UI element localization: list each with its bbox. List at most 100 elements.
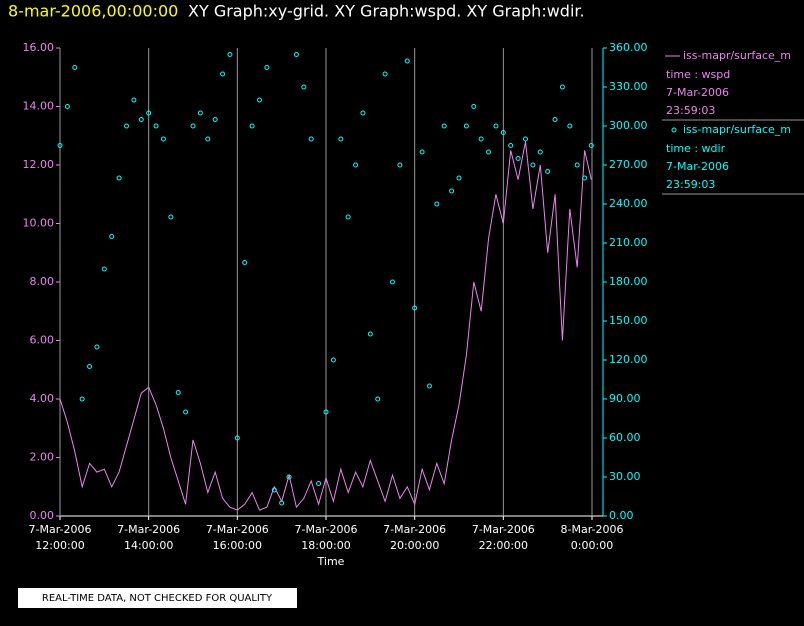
wdir-point <box>293 52 299 57</box>
legend-detail: 23:59:03 <box>666 178 715 191</box>
y-tick-label: 4.00 <box>30 392 55 405</box>
legend-detail: 23:59:03 <box>666 104 715 117</box>
wdir-point <box>257 97 262 103</box>
y2-tick-label: 150.00 <box>609 314 648 327</box>
wdir-point <box>449 188 455 194</box>
wdir-point <box>559 84 565 90</box>
y2-tick-label: 210.00 <box>609 236 648 249</box>
y2-tick-label: 30.00 <box>609 470 641 483</box>
wdir-point <box>419 149 425 155</box>
wdir-point <box>463 123 469 129</box>
wdir-point <box>500 130 506 135</box>
wdir-point <box>271 487 277 493</box>
legend-detail: 7-Mar-2006 <box>666 86 729 99</box>
wdir-point <box>545 169 551 174</box>
wdir-point <box>471 104 477 109</box>
y2-tick-label: 0.00 <box>609 509 634 522</box>
wdir-point <box>382 71 388 77</box>
wdir-point <box>301 84 307 90</box>
wdir-point <box>390 279 395 285</box>
wdir-point <box>264 65 270 70</box>
y2-tick-label: 180.00 <box>609 275 648 288</box>
legend-label: iss-mapr/surface_m <box>683 49 791 62</box>
legend-label: iss-mapr/surface_m <box>683 123 791 136</box>
wdir-point <box>87 364 93 369</box>
wdir-point <box>412 305 418 311</box>
wdir-point <box>486 149 492 155</box>
wdir-point <box>552 117 558 122</box>
wdir-point <box>212 117 218 122</box>
y-tick-label: 6.00 <box>30 334 55 347</box>
wdir-point <box>116 175 122 181</box>
wspd-line <box>59 141 592 511</box>
wdir-point <box>508 143 514 148</box>
y2-tick-label: 360.00 <box>609 41 648 54</box>
wdir-point <box>441 123 447 129</box>
chart-subtitle: XY Graph:xy-grid. XY Graph:wspd. XY Grap… <box>188 2 585 21</box>
wdir-point <box>197 110 203 116</box>
wdir-point <box>456 175 462 181</box>
wdir-point <box>308 136 314 142</box>
wdir-point <box>404 58 410 64</box>
wdir-point <box>523 136 528 142</box>
wdir-point <box>249 123 255 129</box>
wdir-point <box>537 149 543 155</box>
wdir-point <box>353 162 359 168</box>
y-tick-label: 14.00 <box>23 100 55 113</box>
y-tick-label: 12.00 <box>23 158 55 171</box>
wdir-point <box>323 409 329 415</box>
x-tick-label: 8-Mar-2006 0:00:00 <box>561 523 624 552</box>
y2-tick-label: 120.00 <box>609 353 648 366</box>
y2-tick-label: 240.00 <box>609 197 648 210</box>
y-tick-label: 10.00 <box>23 217 55 230</box>
wdir-point <box>582 175 588 181</box>
wdir-point <box>168 214 174 220</box>
y2-tick-label: 90.00 <box>609 392 641 405</box>
wdir-point <box>205 136 211 142</box>
wdir-point <box>109 234 115 239</box>
x-tick-label: 7-Mar-2006 20:00:00 <box>383 523 446 552</box>
wdir-point <box>131 97 137 103</box>
wdir-point <box>574 162 580 168</box>
wdir-point <box>153 123 159 129</box>
x-tick-label: 7-Mar-2006 12:00:00 <box>29 523 92 552</box>
wdir-point <box>367 331 373 337</box>
wdir-point <box>530 162 536 168</box>
y-tick-label: 0.00 <box>30 509 55 522</box>
wdir-point <box>375 396 381 402</box>
wdir-point <box>183 409 189 415</box>
wdir-point <box>360 110 366 116</box>
wdir-point <box>515 156 521 161</box>
wdir-point <box>138 117 144 122</box>
y2-tick-label: 330.00 <box>609 80 648 93</box>
x-tick-label: 7-Mar-2006 16:00:00 <box>206 523 269 552</box>
x-tick-label: 7-Mar-2006 14:00:00 <box>117 523 180 552</box>
wdir-point <box>279 500 285 506</box>
wdir-point <box>190 123 196 129</box>
wdir-point <box>434 201 440 207</box>
y-tick-label: 2.00 <box>30 451 55 464</box>
wdir-point <box>175 390 181 395</box>
x-tick-label: 7-Mar-2006 22:00:00 <box>472 523 535 552</box>
wdir-point <box>338 136 344 142</box>
chart-title: 8-mar-2006,00:00:00 <box>8 2 178 21</box>
wdir-point <box>330 357 336 363</box>
wdir-point <box>316 481 322 486</box>
wdir-point <box>234 435 240 441</box>
wdir-point <box>124 123 129 129</box>
wdir-point <box>567 123 573 129</box>
wdir-point <box>220 71 226 77</box>
wdir-point <box>345 214 351 220</box>
y2-tick-label: 270.00 <box>609 158 648 171</box>
wdir-point <box>57 143 63 148</box>
wdir-point <box>478 136 484 142</box>
wdir-point <box>72 65 78 70</box>
footer-text: REAL-TIME DATA, NOT CHECKED FOR QUALITY <box>42 593 273 604</box>
x-tick-label: 7-Mar-2006 18:00:00 <box>295 523 358 552</box>
wdir-point <box>397 162 403 168</box>
legend-detail: time : wdir <box>666 142 726 155</box>
wdir-point <box>146 110 152 116</box>
